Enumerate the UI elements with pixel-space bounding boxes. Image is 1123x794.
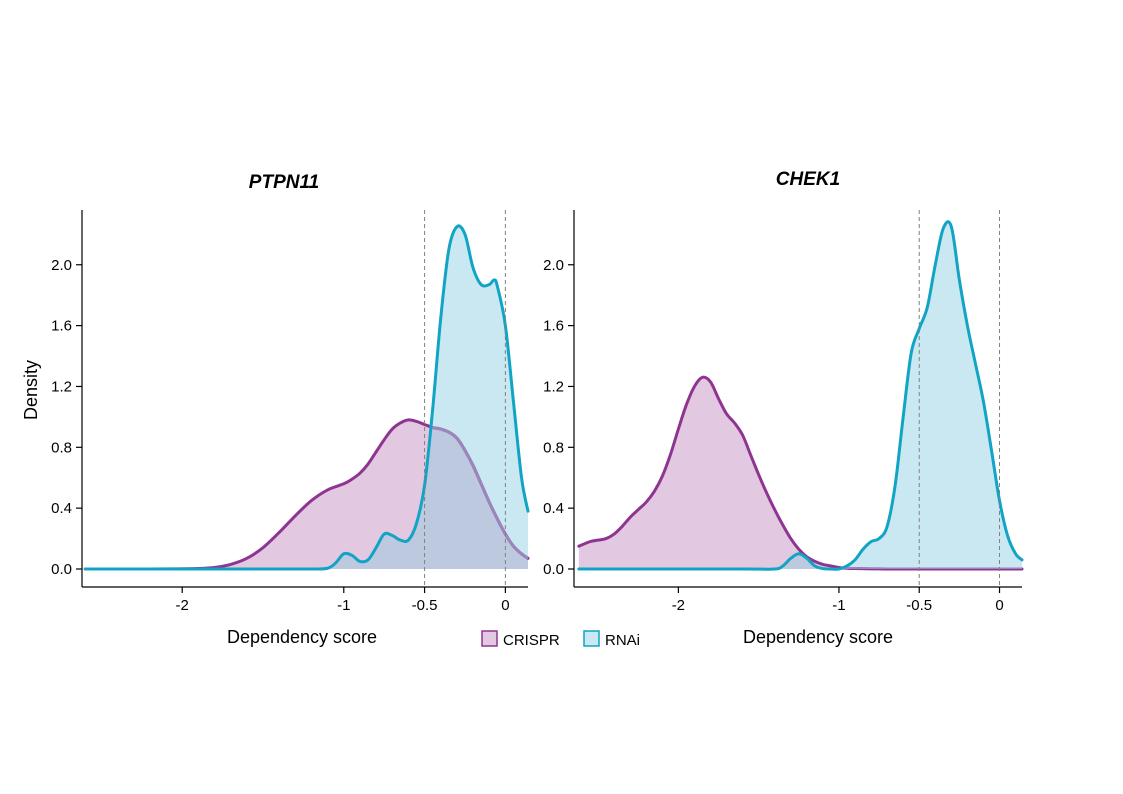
panel-ptpn11: PTPN11 Density Dependency score 0.0 0.4 0.… [21,172,530,647]
y-tick-label: 1.2 [543,378,564,395]
y-tick-label: 0.0 [51,561,72,578]
y-tick-label: 0.8 [51,439,72,456]
area-crispr [578,377,1022,570]
x-axis-label-chek1: Dependency score [743,627,893,647]
y-axis-label: Density [21,360,41,420]
x-tick-label: -2 [672,597,685,614]
x-tick-label: 0 [995,597,1003,614]
legend-label-crispr: CRISPR [503,632,560,649]
line-rnai [577,220,1024,571]
area-rnai [578,221,1022,570]
density-lines [83,224,530,571]
panel-title-chek1: CHEK1 [776,169,840,190]
y-tick-label: 0.0 [543,561,564,578]
x-tick-label: -0.5 [412,597,438,614]
y-tick-label: 1.6 [543,318,564,335]
panel-chek1: CHEK1 Dependency score 0.0 0.4 0.8 1.2 1.6 2.… [543,169,1024,647]
density-areas [578,221,1022,570]
x-axis-label-ptpn11: Dependency score [227,627,377,647]
legend-swatch-rnai [583,630,600,647]
y-tick-label: 1.6 [51,318,72,335]
legend: CRISPR RNAi [481,630,640,649]
x-tick-label: -1 [337,597,350,614]
y-tick-label: 0.8 [543,439,564,456]
x-tick-label: 0 [501,597,509,614]
panel-title-ptpn11: PTPN11 [249,172,319,193]
y-tick-label: 2.0 [543,257,564,274]
y-tick-label: 0.4 [543,500,564,517]
legend-label-rnai: RNAi [605,632,640,649]
area-overlap [85,427,528,569]
density-areas [85,225,528,570]
y-tick-label: 1.2 [51,378,72,395]
y-tick-label: 2.0 [51,257,72,274]
x-tick-label: -0.5 [906,597,932,614]
legend-swatch-crispr [481,630,498,647]
density-lines [577,220,1024,571]
x-tick-label: -1 [832,597,845,614]
line-rnai [83,224,530,571]
y-tick-label: 0.4 [51,500,72,517]
x-tick-label: -2 [176,597,189,614]
area-overlap [578,554,1022,569]
